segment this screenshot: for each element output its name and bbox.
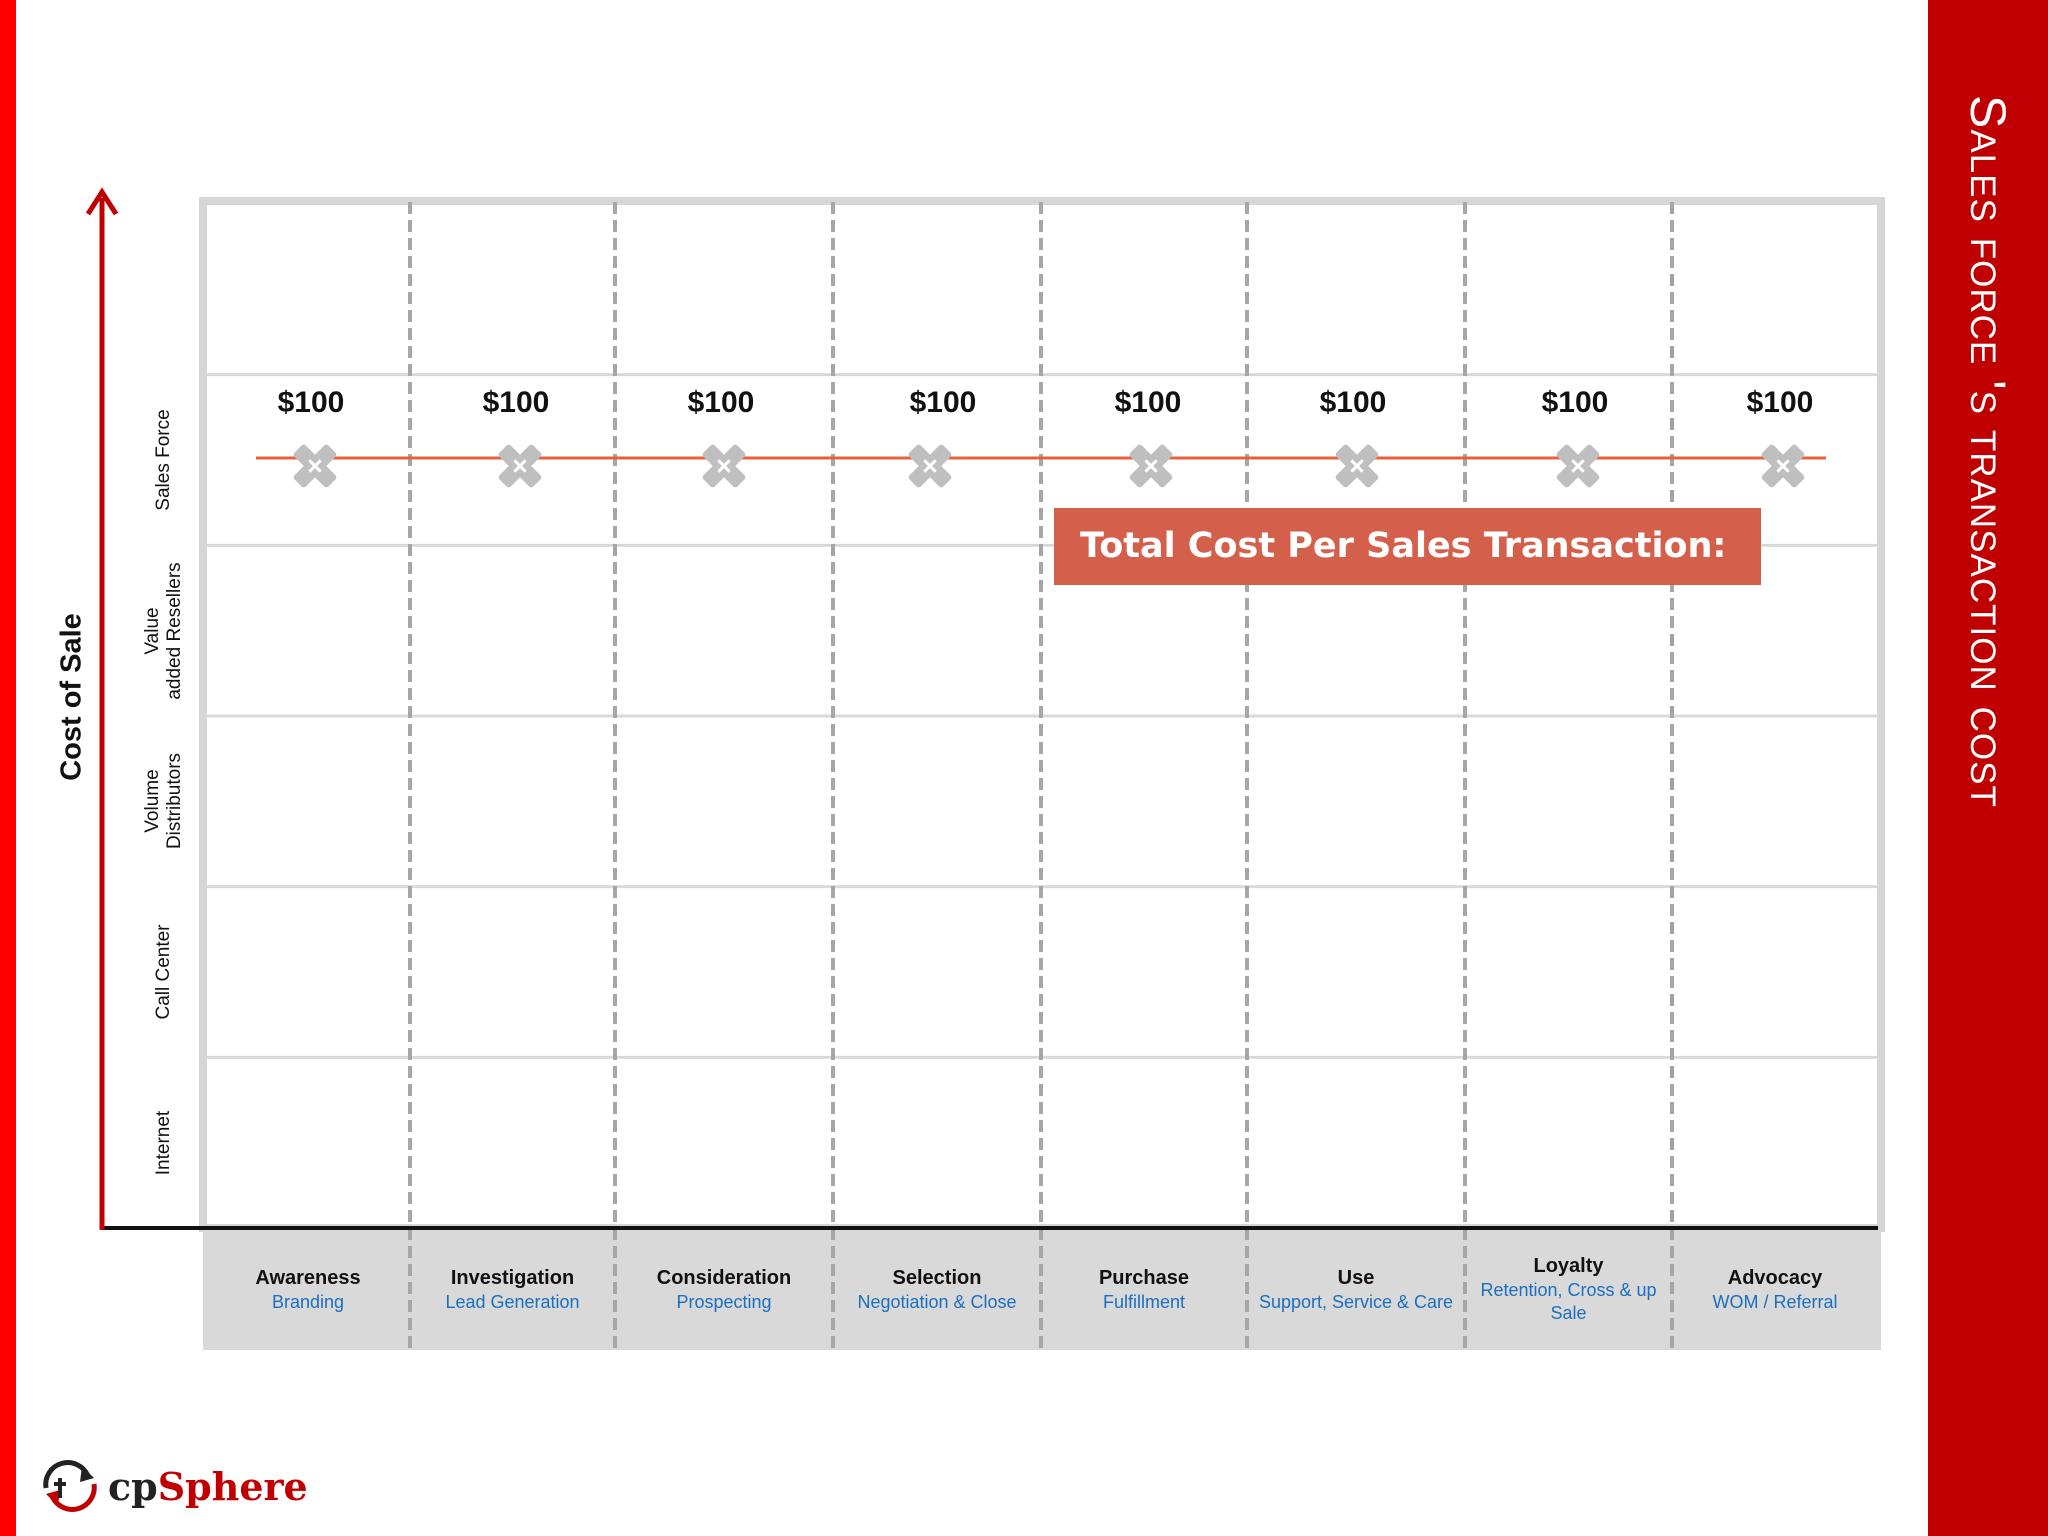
stage-name: Selection	[892, 1266, 982, 1289]
stage-subtitle: Fulfillment	[1102, 1291, 1186, 1312]
stage-subtitle: Support, Service & Care	[1258, 1291, 1454, 1312]
left-red-strip	[0, 0, 16, 1536]
stage-name: Purchase	[1098, 1266, 1190, 1289]
stage-name: Advocacy	[1727, 1266, 1823, 1289]
data-label: $100	[909, 386, 977, 419]
stage-tick-label: Loyalty Retention, Cross & up Sale	[1469, 1232, 1668, 1346]
channel-label: Internet	[153, 1110, 174, 1175]
stage-subtitle: Retention, Cross & up Sale	[1480, 1280, 1657, 1323]
stage-tick-label: Use Support, Service & Care	[1251, 1232, 1461, 1346]
y-axis-title: Cost of Sale	[55, 613, 88, 781]
stage-tick-label: Purchase Fulfillment	[1045, 1232, 1243, 1346]
stage-tick-label: Consideration Prospecting	[619, 1232, 829, 1346]
data-point-marker	[702, 444, 746, 488]
channel-label: Call Center	[153, 924, 174, 1020]
stage-name: Use	[1337, 1266, 1375, 1289]
stage-name: Consideration	[656, 1266, 792, 1289]
stage-tick-label: Investigation Lead Generation	[414, 1232, 611, 1346]
logo-icon	[43, 1460, 97, 1512]
stage-subtitle: Branding	[271, 1291, 345, 1312]
stage-subtitle: WOM / Referral	[1712, 1291, 1838, 1312]
stage-name: Awareness	[255, 1266, 361, 1289]
stage-tick-label: Advocacy WOM / Referral	[1676, 1232, 1874, 1346]
stage-tick-label: Selection Negotiation & Close	[837, 1232, 1037, 1346]
data-point-marker	[908, 444, 952, 488]
stage-subtitle: Lead Generation	[445, 1291, 580, 1312]
data-point-marker	[293, 444, 337, 488]
right-title-banner	[1928, 0, 2048, 1536]
stage-subtitle: Negotiation & Close	[857, 1291, 1017, 1312]
channel-label: Value added Resellers	[142, 562, 185, 700]
data-label: $100	[1541, 386, 1609, 419]
data-point-marker	[1129, 444, 1173, 488]
channel-label: Sales Force	[153, 409, 174, 511]
data-label: $100	[687, 386, 755, 419]
data-label: $100	[1746, 386, 1814, 419]
stage-tick-label: Awareness Branding	[210, 1232, 406, 1346]
cpsphere-logo: cpSphere	[38, 1458, 308, 1514]
data-point-marker	[498, 444, 542, 488]
stage-subtitle: Prospecting	[676, 1291, 772, 1312]
total-cost-annotation: Total Cost Per Sales Transaction: $800	[1054, 508, 1761, 643]
stage-name: Loyalty	[1533, 1255, 1604, 1277]
data-point-marker	[1556, 444, 1600, 488]
data-label: $100	[1319, 386, 1387, 419]
data-label: $100	[482, 386, 550, 419]
data-point-marker	[1761, 444, 1805, 488]
data-label: $100	[1114, 386, 1182, 419]
stage-name: Investigation	[450, 1266, 575, 1289]
y-axis-arrowhead	[85, 187, 119, 216]
logo-wordmark: cpSphere	[108, 1463, 308, 1509]
data-point-marker	[1335, 444, 1379, 488]
channel-label: Volume Distributors	[142, 753, 185, 850]
data-label: $100	[277, 386, 345, 419]
